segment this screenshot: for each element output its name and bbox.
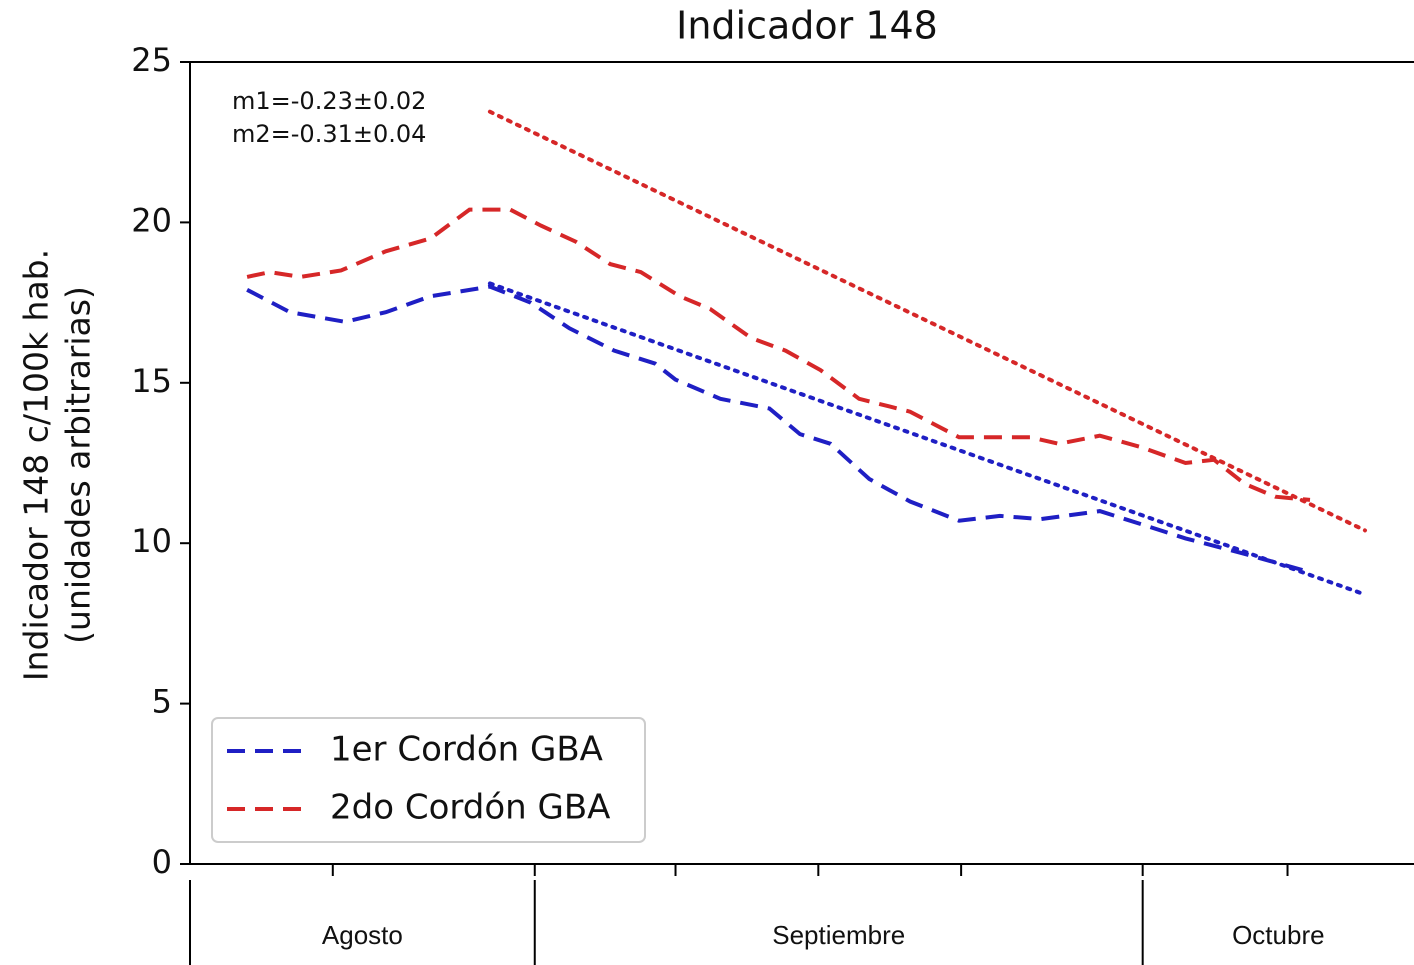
fit-line [487, 281, 1367, 597]
y-tick-label: 5 [152, 683, 172, 721]
legend-label: 2do Cordón GBA [330, 788, 610, 828]
month-label: Agosto [322, 920, 403, 950]
month-label: Octubre [1232, 920, 1325, 950]
y-tick-label: 15 [131, 362, 172, 400]
series-line [246, 284, 1311, 575]
month-label: Septiembre [772, 920, 905, 950]
y-tick-label: 25 [131, 41, 172, 79]
y-tick-label: 20 [131, 201, 172, 239]
legend-box [211, 717, 646, 843]
y-tick-label: 0 [152, 843, 172, 881]
y-axis-label: Indicador 148 c/100k hab. [17, 249, 56, 681]
series-line [246, 207, 1311, 502]
y-axis-label: (unidades arbitrarias) [59, 286, 98, 644]
annotation: m1=-0.23±0.02 [232, 87, 426, 115]
legend-label: 1er Cordón GBA [330, 730, 603, 770]
annotation: m2=-0.31±0.04 [232, 120, 426, 148]
chart-title: Indicador 148 [676, 4, 938, 48]
y-tick-label: 10 [131, 522, 172, 560]
fit-line [487, 109, 1367, 533]
